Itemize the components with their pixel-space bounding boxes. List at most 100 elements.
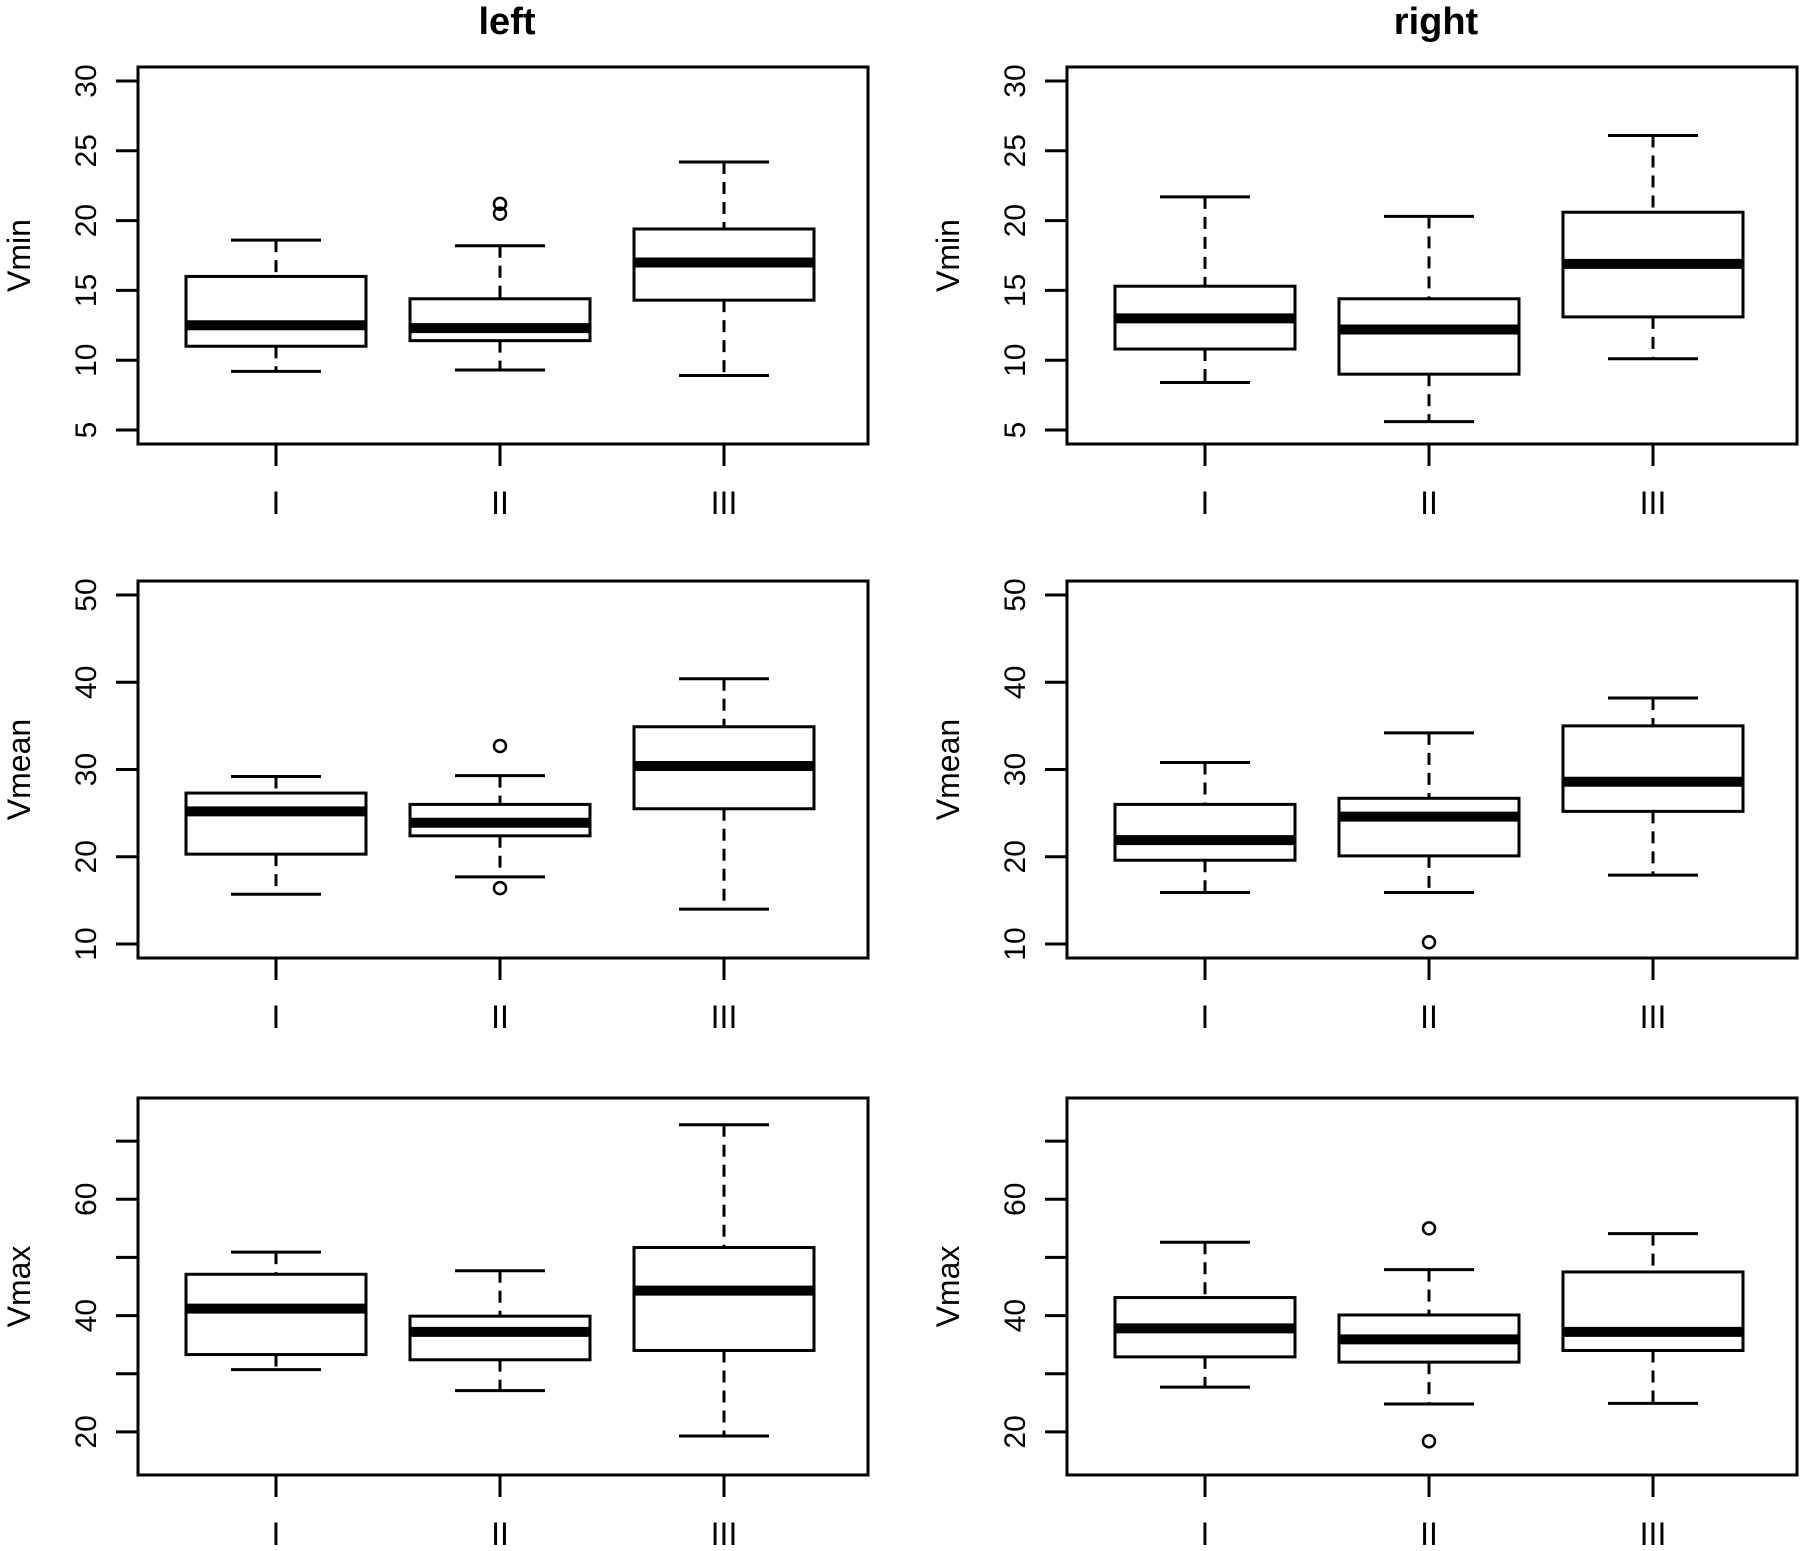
x-tick-label: I (272, 1516, 281, 1551)
y-tick-label: 15 (70, 274, 103, 307)
y-tick-label: 15 (999, 274, 1032, 307)
x-tick-label: I (272, 999, 281, 1035)
iqr-box (1561, 1270, 1745, 1352)
y-tick-label: 30 (70, 64, 103, 97)
x-tick-label: I (272, 485, 281, 521)
plot-frame (136, 65, 870, 446)
plot-frame (136, 1096, 870, 1477)
box-I (184, 1250, 368, 1372)
outlier-point (492, 738, 508, 754)
x-tick-label: III (1640, 1516, 1667, 1551)
x-tick-label: III (1640, 999, 1667, 1035)
outlier-point (1421, 935, 1437, 950)
y-tick-label: 20 (70, 1415, 103, 1448)
box-III (632, 160, 816, 378)
y-tick-label: 40 (999, 666, 1032, 699)
iqr-box (1337, 297, 1521, 376)
iqr-box (1561, 724, 1745, 813)
box-III (632, 1123, 816, 1438)
box-II (408, 196, 592, 372)
iqr-box (408, 297, 592, 343)
y-tick-label: 40 (70, 666, 103, 699)
plot-frame (1065, 65, 1799, 446)
iqr-box (632, 1246, 816, 1352)
iqr-box (184, 1272, 368, 1357)
y-tick-label: 30 (70, 753, 103, 786)
y-tick-label: 30 (999, 64, 1032, 97)
box-I (1113, 761, 1297, 895)
y-tick-label: 40 (999, 1299, 1032, 1332)
iqr-box (408, 1314, 592, 1362)
outlier-point (1421, 1221, 1437, 1236)
y-tick-label: 25 (999, 134, 1032, 167)
y-axis-label: Vmin (930, 219, 966, 292)
box-III (1561, 1232, 1745, 1405)
iqr-box (1113, 802, 1297, 862)
y-axis-label: Vmin (1, 219, 37, 292)
iqr-box (1337, 796, 1521, 858)
outlier-point (1421, 1433, 1437, 1449)
y-tick-label: 20 (999, 204, 1032, 237)
box-I (184, 238, 368, 373)
y-tick-label: 20 (999, 840, 1032, 873)
box-II (408, 1269, 592, 1393)
y-tick-label: 40 (70, 1299, 103, 1332)
y-tick-label: 10 (999, 344, 1032, 377)
x-tick-label: III (1640, 485, 1667, 521)
column-title-right: right (1394, 1, 1479, 43)
x-tick-label: III (711, 485, 738, 521)
x-tick-label: III (711, 1516, 738, 1551)
y-tick-label: 20 (70, 204, 103, 237)
y-tick-label: 50 (70, 578, 103, 611)
x-tick-label: II (491, 999, 509, 1035)
column-title-left: left (479, 1, 536, 43)
y-tick-label: 10 (70, 344, 103, 377)
y-axis-label: Vmax (930, 1246, 966, 1328)
x-tick-label: I (1201, 1516, 1210, 1551)
iqr-box (184, 274, 368, 348)
y-tick-label: 60 (999, 1183, 1032, 1216)
x-tick-label: II (1420, 1516, 1438, 1551)
y-tick-label: 20 (999, 1415, 1032, 1448)
box-II (1337, 731, 1521, 950)
y-tick-label: 60 (70, 1183, 103, 1216)
x-tick-label: II (491, 1516, 509, 1551)
y-tick-label: 5 (999, 422, 1032, 439)
outlier-point (492, 196, 508, 212)
x-tick-label: II (1420, 485, 1438, 521)
y-tick-label: 20 (70, 840, 103, 873)
x-tick-label: I (1201, 999, 1210, 1035)
y-tick-label: 10 (999, 927, 1032, 960)
box-III (1561, 133, 1745, 361)
box-I (1113, 1240, 1297, 1389)
box-I (184, 774, 368, 896)
outlier-point (492, 206, 508, 221)
x-tick-label: II (1420, 999, 1438, 1035)
box-II (1337, 1221, 1521, 1449)
y-tick-label: 10 (70, 927, 103, 960)
y-axis-label: Vmean (930, 719, 966, 820)
x-tick-label: I (1201, 485, 1210, 521)
plot-frame (1065, 1096, 1799, 1477)
box-II (1337, 214, 1521, 424)
x-tick-label: II (491, 485, 509, 521)
box-III (1561, 696, 1745, 877)
iqr-box (184, 791, 368, 856)
y-tick-label: 50 (999, 578, 1032, 611)
y-axis-label: Vmean (1, 719, 37, 820)
y-axis-label: Vmax (1, 1246, 37, 1328)
y-tick-label: 25 (70, 134, 103, 167)
outlier-point (492, 880, 508, 896)
box-III (632, 677, 816, 911)
box-II (408, 738, 592, 896)
y-tick-label: 5 (70, 422, 103, 439)
x-tick-label: III (711, 999, 738, 1035)
box-I (1113, 195, 1297, 385)
